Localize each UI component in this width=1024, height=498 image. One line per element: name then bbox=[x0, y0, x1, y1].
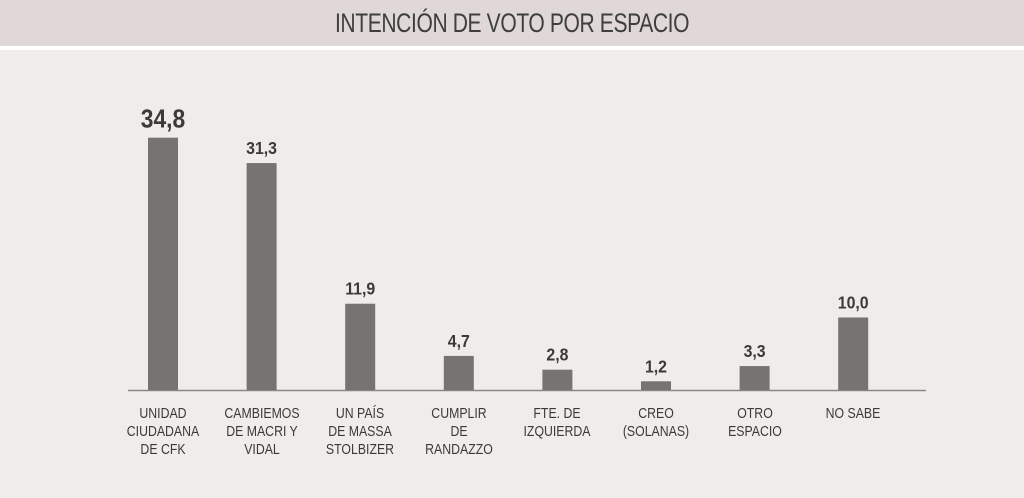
category-label: UNIDAD CIUDADANA DE CFK bbox=[126, 405, 200, 458]
category-label: OTRO ESPACIO bbox=[727, 405, 782, 440]
bar bbox=[148, 137, 178, 390]
bar bbox=[345, 303, 376, 390]
data-label: 1,2 bbox=[645, 356, 667, 376]
category-label: CUMPLIR DE RANDAZZO bbox=[424, 405, 493, 458]
data-label: 10,0 bbox=[838, 293, 869, 313]
data-label: 34,8 bbox=[141, 105, 185, 134]
category-label: CREO (SOLANAS) bbox=[622, 405, 690, 440]
data-label: 31,3 bbox=[246, 138, 277, 158]
data-label: 3,3 bbox=[744, 341, 766, 361]
data-label: 4,7 bbox=[448, 331, 470, 351]
category-label: FTE. DE IZQUIERDA bbox=[523, 405, 591, 440]
divider bbox=[0, 46, 1024, 50]
category-label: CAMBIEMOS DE MACRI Y VIDAL bbox=[224, 405, 300, 458]
category-label: NO SABE bbox=[825, 405, 881, 422]
data-label: 11,9 bbox=[345, 279, 375, 299]
bar bbox=[246, 163, 277, 390]
title-banner: INTENCIÓN DE VOTO POR ESPACIO bbox=[0, 0, 1024, 46]
bar bbox=[739, 366, 770, 390]
data-label: 2,8 bbox=[546, 345, 568, 365]
category-label: UN PAÍS DE MASSA STOLBIZER bbox=[326, 405, 395, 458]
bar bbox=[443, 355, 474, 390]
bar bbox=[838, 317, 869, 390]
chart-title: INTENCIÓN DE VOTO POR ESPACIO bbox=[334, 7, 690, 38]
bar bbox=[542, 369, 573, 390]
bar bbox=[641, 381, 671, 390]
